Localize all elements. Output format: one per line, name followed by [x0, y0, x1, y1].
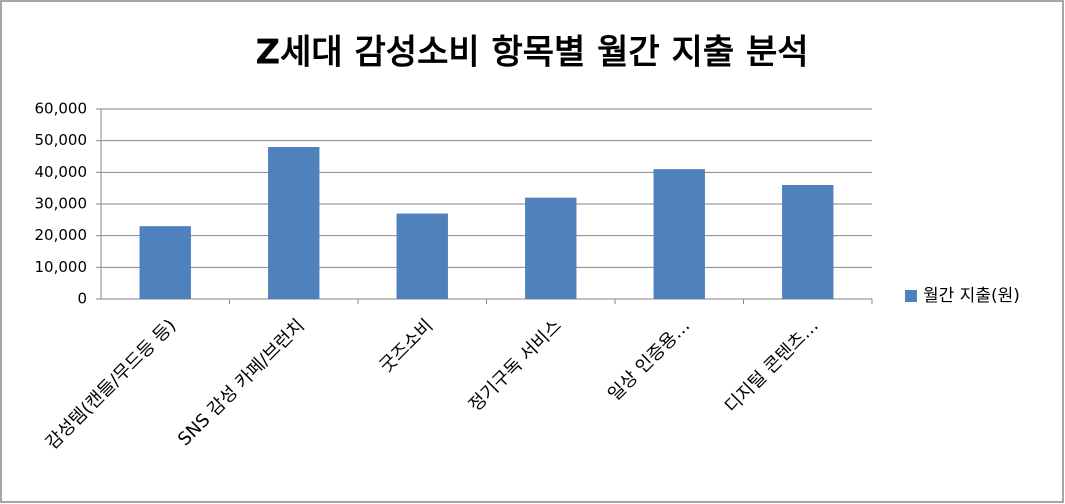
y-tick-label: 20,000: [35, 226, 88, 244]
bar: [396, 213, 448, 299]
bar: [782, 185, 834, 299]
y-tick-label: 60,000: [35, 100, 88, 118]
legend-swatch: [905, 290, 917, 302]
bar: [653, 169, 705, 299]
y-tick-label: 10,000: [35, 258, 88, 276]
legend-label: 월간 지출(원): [923, 286, 1020, 306]
y-tick-label: 40,000: [35, 163, 88, 181]
chart-title: Z세대 감성소비 항목별 월간 지출 분석: [255, 33, 808, 73]
bar: [139, 226, 191, 299]
bar: [268, 147, 320, 299]
y-tick-label: 0: [77, 290, 87, 308]
y-tick-label: 50,000: [35, 131, 88, 149]
y-tick-label: 30,000: [35, 195, 88, 213]
bar: [525, 197, 577, 299]
